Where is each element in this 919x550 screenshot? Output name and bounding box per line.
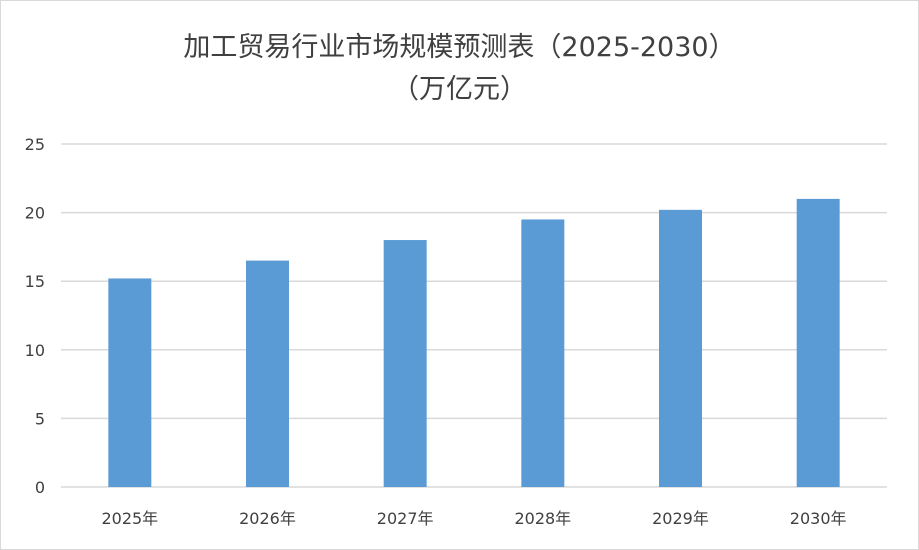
x-tick-label: 2026年 bbox=[239, 509, 296, 528]
y-tick-label: 25 bbox=[25, 135, 45, 154]
bar bbox=[659, 209, 702, 487]
x-tick-label: 2027年 bbox=[377, 509, 434, 528]
bar bbox=[246, 260, 289, 487]
bar bbox=[521, 219, 565, 487]
y-tick-label: 15 bbox=[25, 272, 45, 291]
x-tick-label: 2028年 bbox=[514, 509, 571, 528]
x-tick-label: 2030年 bbox=[790, 509, 847, 528]
y-tick-label: 0 bbox=[35, 478, 45, 497]
bar bbox=[108, 278, 152, 487]
bar bbox=[796, 198, 840, 487]
y-tick-label: 5 bbox=[35, 409, 45, 428]
bar bbox=[383, 240, 427, 487]
x-tick-label: 2025年 bbox=[101, 509, 158, 528]
y-tick-label: 10 bbox=[25, 341, 45, 360]
x-tick-label: 2029年 bbox=[652, 509, 709, 528]
y-tick-label: 20 bbox=[25, 204, 45, 223]
chart-title: 加工贸易行业市场规模预测表（2025-2030） bbox=[183, 32, 736, 63]
chart-subtitle: （万亿元） bbox=[392, 74, 527, 105]
